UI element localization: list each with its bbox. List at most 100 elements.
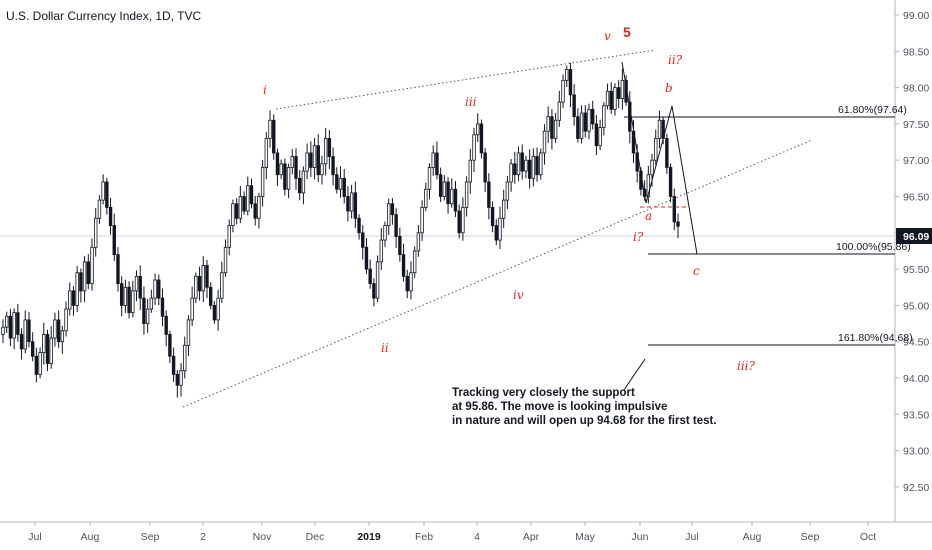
candle-down xyxy=(119,283,124,306)
candle-up xyxy=(476,123,480,136)
candle-up xyxy=(379,239,383,263)
candle-down xyxy=(142,297,146,324)
candle-down xyxy=(594,123,599,147)
candle-down xyxy=(487,181,491,208)
candle-down xyxy=(550,116,554,139)
candle-up xyxy=(260,167,265,197)
candle-up xyxy=(286,167,291,190)
candle-up xyxy=(238,196,243,219)
fib-label-100: 100.00%(95.86) xyxy=(836,241,911,253)
candle-up xyxy=(516,152,521,176)
lower-trendline[interactable] xyxy=(182,139,813,408)
wave-label-b: b xyxy=(665,81,673,95)
candle-down xyxy=(357,217,361,234)
price-tick-label: 95.50 xyxy=(903,264,929,276)
candle-up xyxy=(620,79,625,99)
candle-down xyxy=(490,206,495,226)
candle-up xyxy=(153,279,157,299)
candle-up xyxy=(42,334,46,353)
candle-up xyxy=(216,297,220,321)
candle-down xyxy=(168,334,172,357)
candle-up xyxy=(498,217,502,241)
candle-up xyxy=(472,134,476,161)
candle-up xyxy=(320,163,324,176)
analysis-note: Tracking very closely the support at 95.… xyxy=(452,386,717,428)
price-tick-label: 98.00 xyxy=(903,83,929,95)
candle-down xyxy=(483,152,487,183)
candle-up xyxy=(409,272,413,292)
candle-down xyxy=(275,152,280,176)
time-tick-label: Apr xyxy=(523,531,540,543)
candle-up xyxy=(323,138,328,165)
candle-down xyxy=(30,341,35,357)
candle-up xyxy=(561,79,565,103)
time-axis[interactable]: Jul Aug Sep 2 Nov Dec 2019 Feb 4 Apr May Jun Jul Aug S… xyxy=(28,522,876,543)
wave-path-abc[interactable] xyxy=(621,61,698,255)
candle-down xyxy=(520,152,524,172)
candle-down xyxy=(446,181,450,205)
candle-down xyxy=(27,319,31,343)
candle-up xyxy=(201,265,205,292)
candle-up xyxy=(134,275,139,292)
candle-down xyxy=(583,112,587,132)
candle-up xyxy=(587,108,591,132)
candle-up xyxy=(246,185,250,212)
time-tick-label: Feb xyxy=(415,531,433,543)
candle-up xyxy=(605,90,610,107)
time-tick-label: Jul xyxy=(685,531,698,543)
candle-up xyxy=(654,138,658,161)
wave-label-5: 5 xyxy=(623,24,631,40)
candle-down xyxy=(19,334,24,350)
candle-up xyxy=(1,326,5,335)
time-tick-label: Sep xyxy=(141,531,160,543)
candle-down xyxy=(590,108,595,125)
candle-up xyxy=(431,152,435,168)
candle-down xyxy=(435,152,439,176)
candle-down xyxy=(197,275,202,292)
candle-up xyxy=(279,163,283,176)
price-tick-label: 98.50 xyxy=(903,46,929,58)
candle-down xyxy=(390,203,395,216)
price-tick-label: 97.50 xyxy=(903,119,929,131)
wave-label-ii: ii xyxy=(381,341,389,355)
candle-down xyxy=(576,116,580,139)
candle-up xyxy=(264,138,269,168)
candle-down xyxy=(327,138,332,157)
candle-down xyxy=(212,304,217,321)
candle-down xyxy=(368,268,372,285)
candle-up xyxy=(557,101,562,121)
candle-up xyxy=(68,290,72,310)
candle-down xyxy=(457,210,461,234)
candle-down xyxy=(253,203,257,219)
candlestick-series xyxy=(1,62,680,398)
annotation-pointer xyxy=(623,358,646,391)
time-tick-label: Dec xyxy=(306,531,325,543)
candle-up xyxy=(338,177,343,190)
candle-down xyxy=(494,225,498,241)
candle-up xyxy=(375,261,380,299)
candle-up xyxy=(145,308,150,324)
candle-up xyxy=(509,163,513,183)
candle-up xyxy=(227,225,231,248)
candle-down xyxy=(668,167,673,197)
wave-label-iii: iii xyxy=(465,95,477,109)
candle-up xyxy=(598,127,602,147)
time-tick-label: 2 xyxy=(200,531,206,543)
candle-down xyxy=(353,192,358,219)
candle-up xyxy=(461,206,465,234)
candle-up xyxy=(194,275,198,299)
candle-up xyxy=(427,167,432,190)
price-tick-label: 93.00 xyxy=(903,446,929,458)
candle-down xyxy=(34,355,39,375)
chart-title: U.S. Dollar Currency Index, 1D, TVC xyxy=(6,9,202,23)
candle-down xyxy=(342,177,346,197)
candle-up xyxy=(450,188,454,205)
candle-up xyxy=(387,203,391,226)
candle-up xyxy=(82,261,87,292)
candle-up xyxy=(442,181,447,197)
candle-down xyxy=(568,69,573,96)
candle-down xyxy=(160,297,165,317)
candle-down xyxy=(272,119,276,154)
candle-down xyxy=(56,319,61,343)
